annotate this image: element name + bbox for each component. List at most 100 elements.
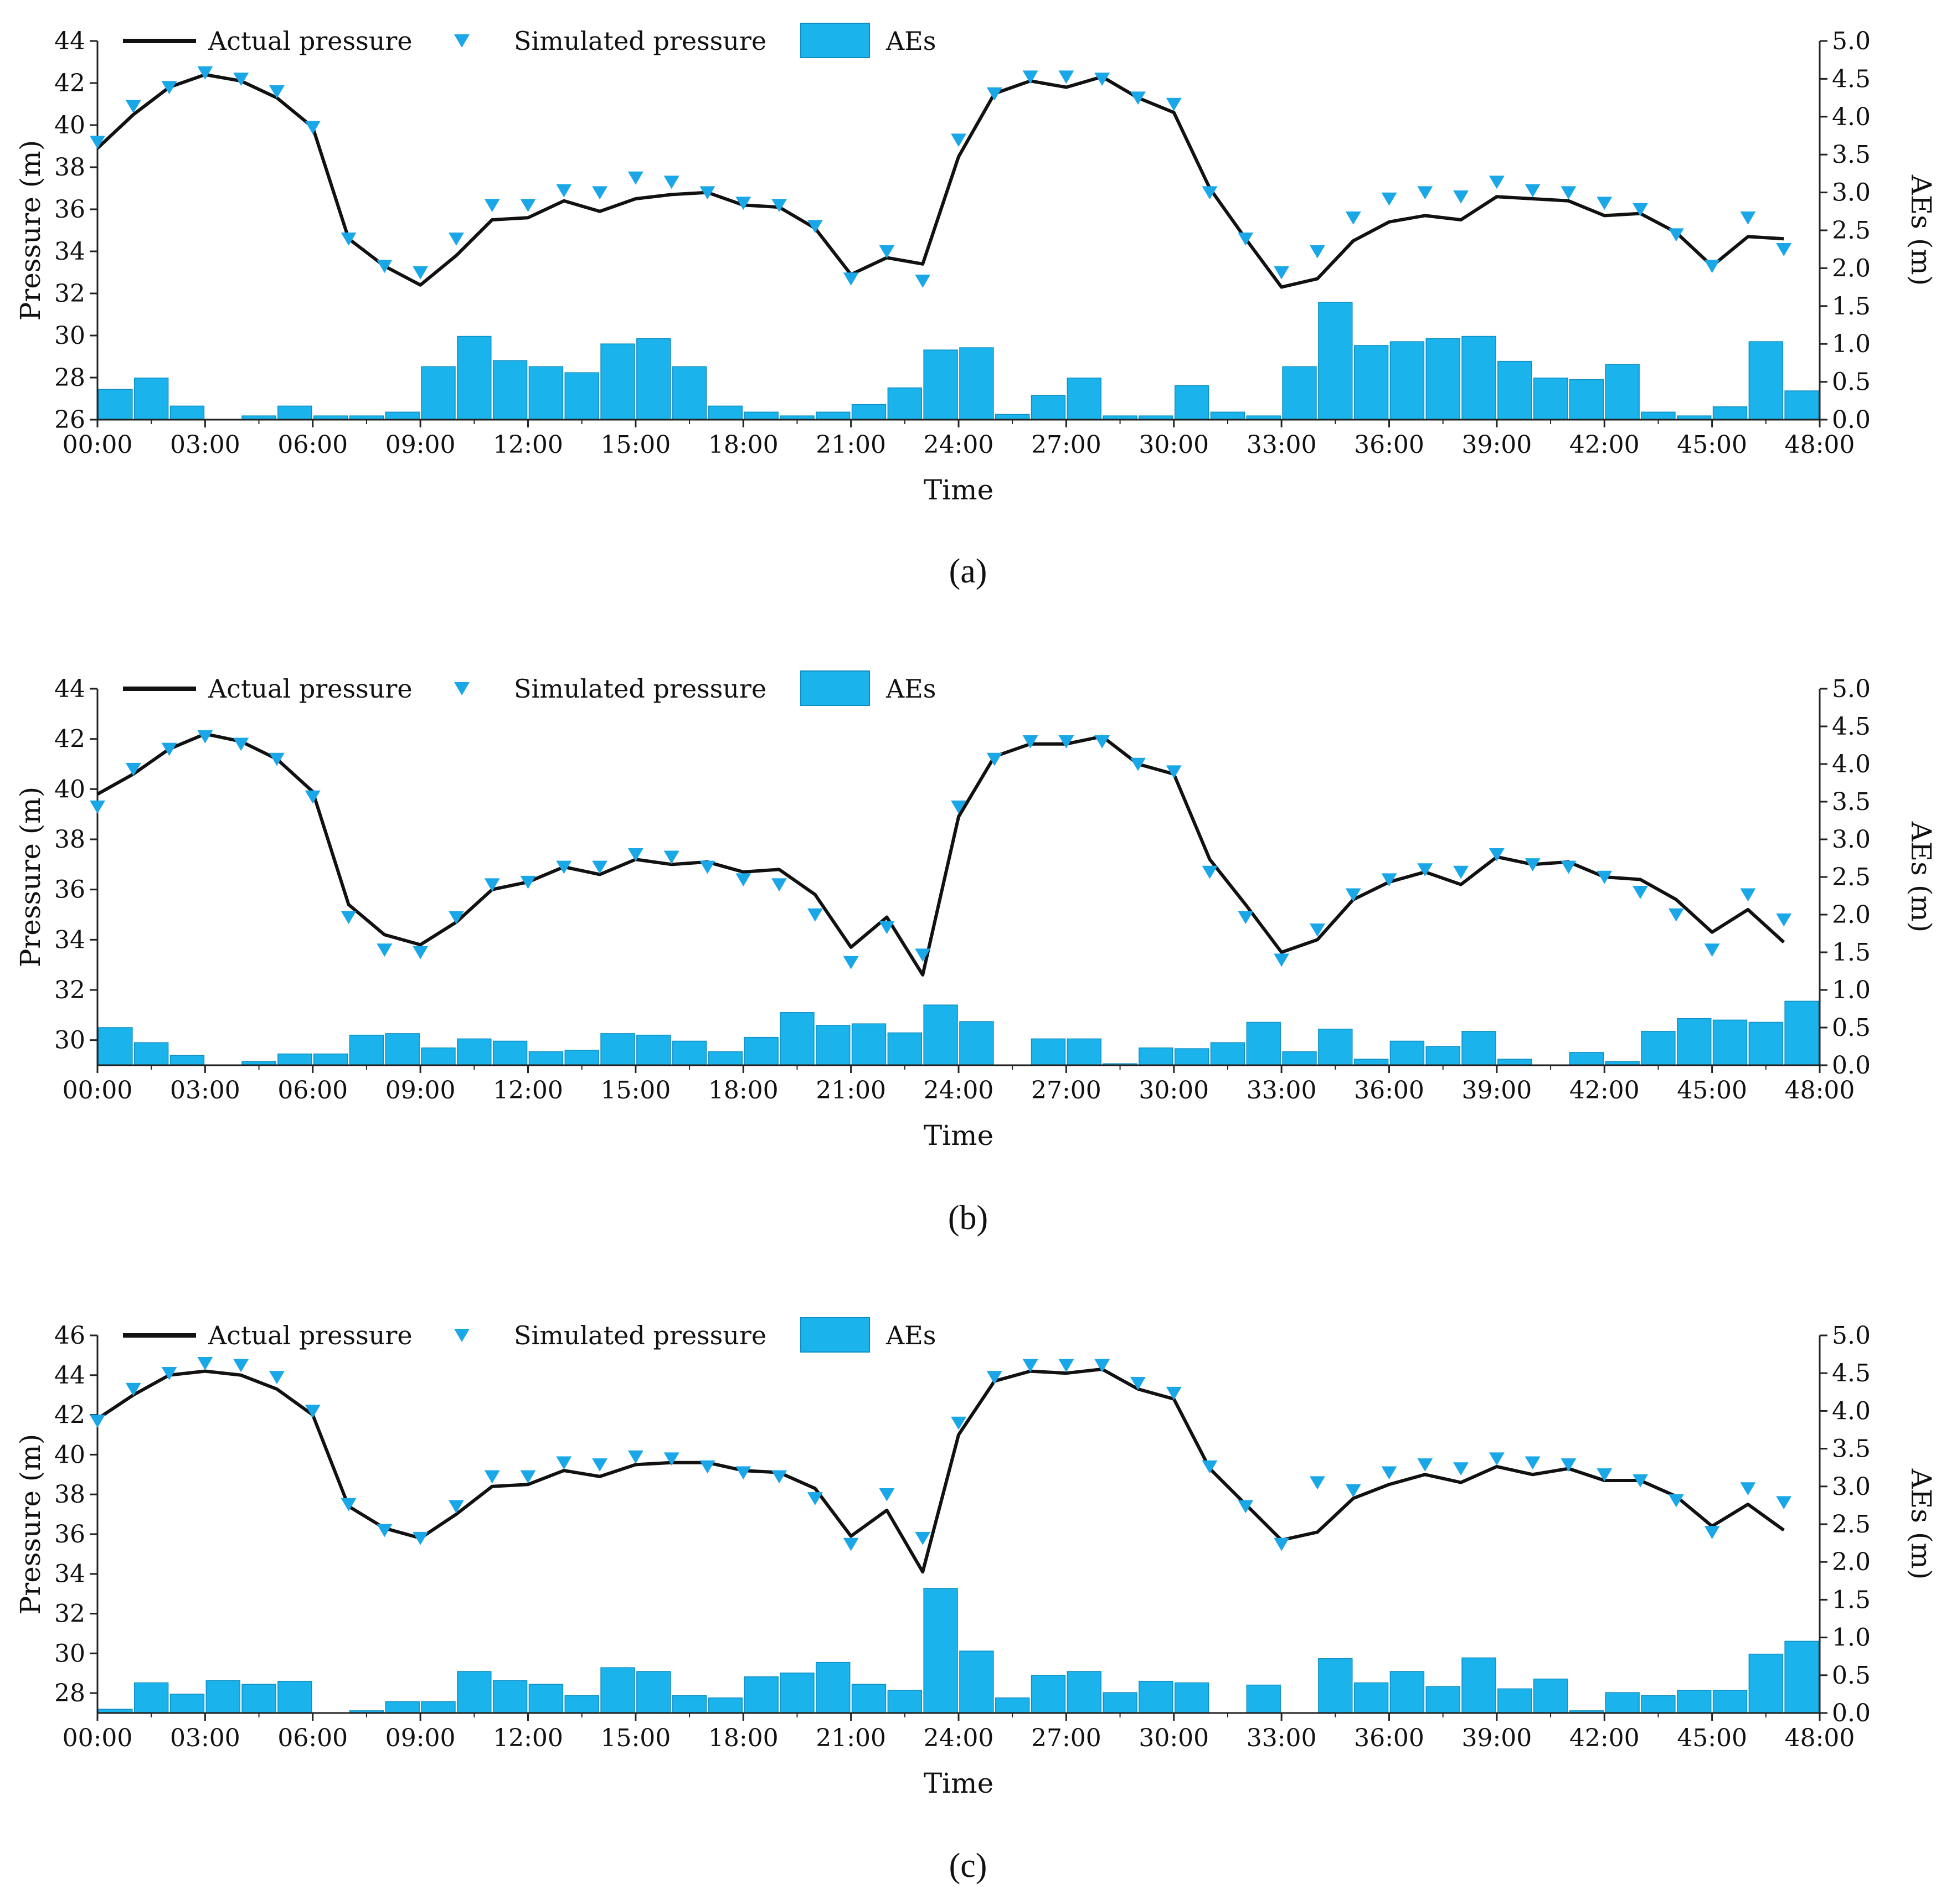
legend-actual-label: Actual pressure bbox=[208, 674, 413, 704]
aes-bar bbox=[277, 1680, 312, 1714]
aes-bar bbox=[708, 1051, 743, 1066]
simulated-pressure-marker bbox=[1022, 70, 1038, 84]
y-left-tick-label: 38 bbox=[54, 825, 85, 854]
aes-bar bbox=[959, 347, 994, 420]
aes-bar bbox=[133, 1042, 169, 1066]
y-right-tick-label: 3.0 bbox=[1832, 1473, 1871, 1501]
x-tick-label: 36:00 bbox=[1354, 1076, 1424, 1105]
y-right-tick-label: 1.5 bbox=[1832, 938, 1871, 967]
aes-bar bbox=[277, 405, 312, 420]
aes-bar bbox=[1353, 345, 1389, 420]
legend-aes-label: AEs bbox=[885, 674, 936, 704]
simulated-pressure-marker bbox=[771, 1470, 787, 1484]
x-tick-label: 12:00 bbox=[493, 1724, 563, 1752]
x-tick-label: 36:00 bbox=[1354, 431, 1424, 459]
aes-bar bbox=[708, 405, 743, 420]
y-left-axis-title: Pressure (m) bbox=[14, 1434, 47, 1614]
simulated-pressure-marker bbox=[915, 275, 931, 288]
aes-bar bbox=[1031, 1675, 1066, 1714]
simulated-pressure-marker bbox=[90, 1415, 105, 1428]
y-right-tick-label: 4.0 bbox=[1832, 750, 1871, 778]
simulated-pressure-marker bbox=[843, 272, 859, 286]
chart-panel-c: 00:00 03:00 06:00 09:00 12:00 15:00 18:00 21:00… bbox=[14, 1317, 1936, 1885]
simulated-pressure-marker bbox=[161, 742, 177, 756]
simulated-pressure-marker bbox=[1274, 1537, 1290, 1551]
simulated-pressure-marker bbox=[1776, 1496, 1792, 1510]
aes-bar bbox=[98, 389, 133, 420]
simulated-pressure-marker bbox=[197, 730, 213, 744]
simulated-pressure-marker bbox=[305, 1405, 321, 1418]
aes-bar bbox=[1748, 341, 1784, 420]
simulated-pressure-marker bbox=[197, 1357, 213, 1370]
aes-bar bbox=[1641, 1031, 1676, 1066]
y-left-tick-label: 34 bbox=[54, 1560, 85, 1588]
aes-bar bbox=[1461, 1657, 1496, 1714]
aes-bar bbox=[744, 1676, 779, 1714]
x-tick-label: 21:00 bbox=[816, 431, 886, 459]
legend-simulated-label: Simulated pressure bbox=[514, 674, 766, 704]
aes-bar bbox=[1139, 1047, 1173, 1066]
aes-bar bbox=[1605, 364, 1640, 420]
simulated-pressure-marker bbox=[843, 1537, 859, 1551]
y-right-tick-label: 2.5 bbox=[1832, 863, 1871, 891]
y-right-tick-label: 5.0 bbox=[1832, 675, 1871, 703]
aes-bar bbox=[1712, 1690, 1748, 1714]
aes-bar bbox=[1784, 390, 1819, 420]
simulated-pressure-marker bbox=[915, 948, 931, 962]
simulated-pressure-marker bbox=[1597, 870, 1613, 884]
x-tick-label: 06:00 bbox=[277, 1076, 348, 1105]
simulated-pressure-marker bbox=[807, 1492, 823, 1505]
simulated-pressure-marker bbox=[1345, 1484, 1361, 1498]
aes-bar bbox=[1031, 1038, 1066, 1066]
simulated-pressure-marker bbox=[627, 1450, 643, 1464]
y-left-tick-label: 26 bbox=[54, 406, 85, 434]
aes-bar bbox=[492, 360, 528, 420]
simulated-pressure-marker bbox=[1668, 908, 1684, 922]
y-right-tick-label: 1.0 bbox=[1832, 330, 1871, 358]
simulated-pressure-marker bbox=[1417, 1458, 1433, 1472]
aes-bar bbox=[1210, 1042, 1245, 1066]
aes-bar bbox=[385, 411, 420, 420]
aes-bar bbox=[1533, 378, 1568, 420]
simulated-pressure-marker bbox=[484, 878, 500, 892]
simulated-pressure-marker bbox=[1453, 190, 1469, 204]
simulated-pressure-marker bbox=[1058, 1359, 1074, 1372]
simulated-pressure-marker bbox=[1130, 757, 1146, 771]
y-left-tick-label: 32 bbox=[54, 280, 85, 308]
legend-simulated-label: Simulated pressure bbox=[514, 1320, 766, 1350]
aes-bar bbox=[636, 1034, 671, 1066]
simulated-pressure-marker bbox=[1489, 848, 1505, 861]
aes-bar bbox=[672, 1695, 707, 1714]
aes-bar bbox=[1353, 1682, 1389, 1714]
simulated-pressure-marker bbox=[1166, 97, 1182, 111]
y-left-tick-label: 28 bbox=[54, 1679, 85, 1707]
x-tick-label: 24:00 bbox=[924, 431, 994, 459]
y-right-tick-label: 4.0 bbox=[1832, 1397, 1871, 1425]
x-axis-title: Time bbox=[924, 1119, 993, 1152]
simulated-pressure-marker bbox=[1561, 1458, 1577, 1472]
aes-bar bbox=[672, 1040, 707, 1066]
simulated-pressure-marker bbox=[1022, 735, 1038, 749]
aes-bar bbox=[600, 1033, 635, 1066]
x-tick-label: 21:00 bbox=[816, 1076, 886, 1105]
aes-bar bbox=[1318, 1658, 1353, 1714]
aes-bar bbox=[1641, 1695, 1676, 1714]
aes-bar bbox=[600, 343, 635, 420]
y-right-tick-label: 1.0 bbox=[1832, 976, 1871, 1004]
legend-actual-label: Actual pressure bbox=[208, 1320, 413, 1350]
simulated-pressure-marker bbox=[663, 1452, 679, 1466]
y-left-axis-title: Pressure (m) bbox=[14, 140, 47, 321]
aes-bar bbox=[1031, 395, 1066, 420]
x-tick-label: 48:00 bbox=[1785, 1724, 1855, 1752]
simulated-pressure-marker bbox=[1094, 1359, 1110, 1372]
y-right-tick-label: 1.5 bbox=[1832, 1586, 1871, 1614]
simulated-pressure-marker bbox=[1166, 765, 1182, 779]
y-right-tick-label: 0.0 bbox=[1832, 406, 1871, 434]
y-right-tick-label: 0.5 bbox=[1832, 1014, 1871, 1042]
x-tick-label: 30:00 bbox=[1139, 431, 1209, 459]
aes-bar bbox=[1210, 411, 1245, 420]
aes-bar bbox=[816, 411, 851, 420]
y-left-tick-label: 44 bbox=[54, 1361, 85, 1390]
simulated-pressure-marker bbox=[771, 199, 787, 212]
